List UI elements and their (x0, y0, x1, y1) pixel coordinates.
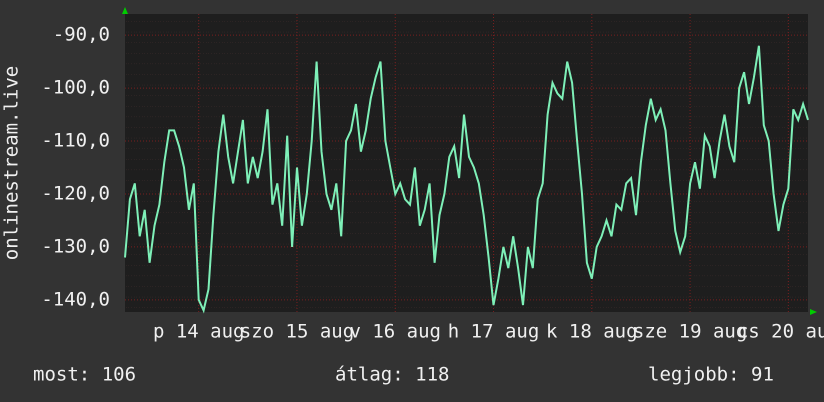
stat-value: 106 (102, 364, 136, 386)
y-tick-label: -120,0 (41, 182, 110, 204)
x-tick-label: szo 15 aug (240, 321, 354, 343)
y-tick-label: -130,0 (41, 235, 110, 257)
stat-label: legjobb: (648, 364, 740, 386)
stat-value: 91 (751, 364, 774, 386)
y-tick-label: -140,0 (41, 288, 110, 310)
x-tick-label: sze 19 aug (633, 321, 747, 343)
data-line (124, 45, 809, 314)
x-tick-label: v 16 aug (349, 321, 441, 343)
x-tick-label: cs 20 aug (737, 321, 824, 343)
y-tick-label: -90,0 (53, 24, 110, 46)
x-tick-label: h 17 aug (448, 321, 540, 343)
plot-area (125, 14, 808, 312)
y-tick-label: -110,0 (41, 130, 110, 152)
y-tick-label: -100,0 (41, 77, 110, 99)
x-axis-arrow (810, 309, 817, 315)
stat-value: 118 (415, 364, 449, 386)
y-axis-arrow (122, 7, 128, 14)
stat-label: most: (33, 364, 90, 386)
x-tick-label: k 18 aug (546, 321, 638, 343)
x-tick-label: p 14 aug (153, 321, 245, 343)
y-axis-label: onlinestream.live (1, 66, 23, 260)
stat-label: átlag: (335, 364, 404, 386)
